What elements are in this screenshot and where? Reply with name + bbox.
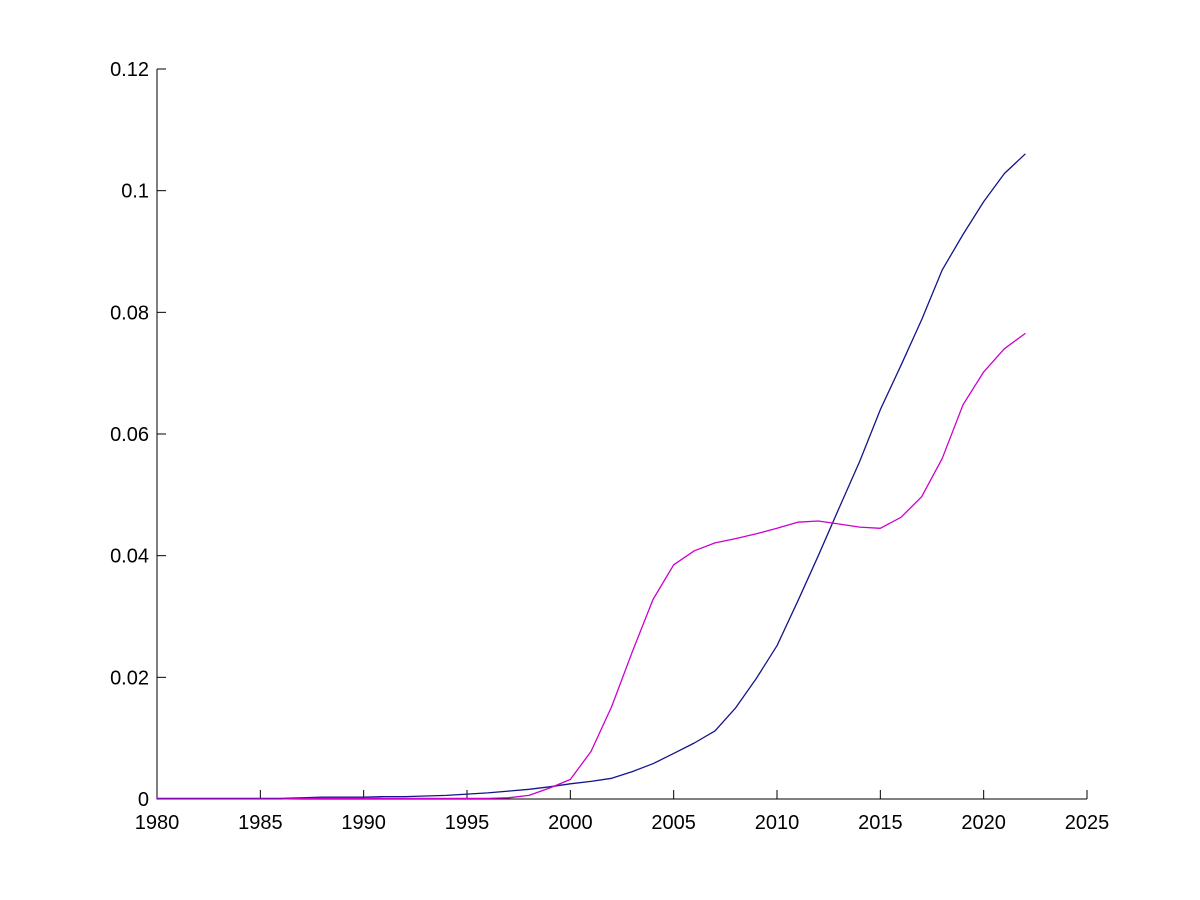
x-tick-label: 2015 <box>858 812 903 834</box>
x-tick-label: 2020 <box>961 812 1006 834</box>
y-tick-label: 0 <box>138 789 149 811</box>
x-tick-label: 2000 <box>548 812 593 834</box>
magenta-line <box>156 332 1026 800</box>
y-tick-label: 0.02 <box>110 667 149 689</box>
x-tick-label: 1985 <box>238 812 283 834</box>
x-tick-label: 1980 <box>135 812 180 834</box>
y-tick-label: 0.12 <box>110 59 149 81</box>
x-tick-label: 1990 <box>341 812 386 834</box>
x-tick-label: 1995 <box>445 812 490 834</box>
y-tick-label: 0.1 <box>121 181 149 203</box>
y-tick-label: 0.06 <box>110 424 149 446</box>
y-tick-label: 0.04 <box>110 546 149 568</box>
x-tick-label: 2025 <box>1065 812 1110 834</box>
x-tick-label: 2010 <box>755 812 800 834</box>
x-tick-label: 2005 <box>651 812 696 834</box>
dark-blue-line <box>156 153 1026 800</box>
y-tick-label: 0.08 <box>110 302 149 324</box>
